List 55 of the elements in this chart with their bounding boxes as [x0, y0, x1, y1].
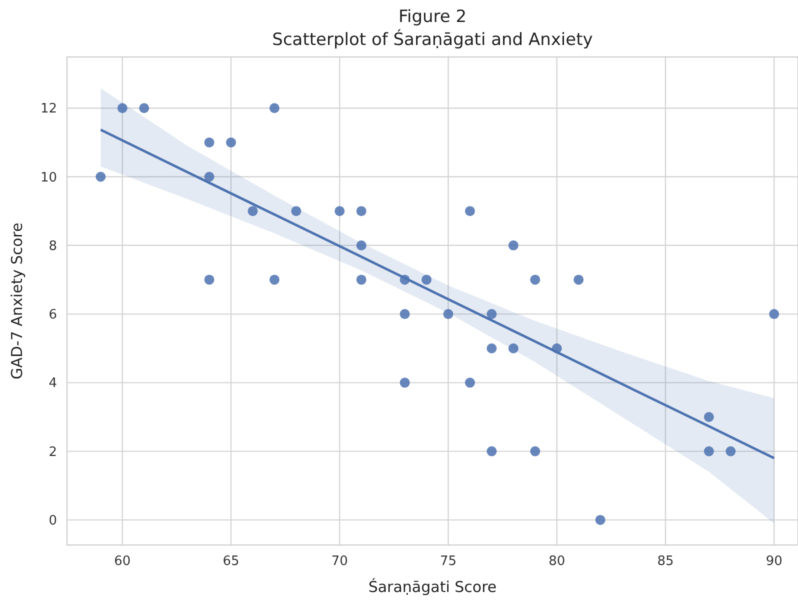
point: [574, 274, 584, 285]
point: [248, 206, 258, 216]
point: [291, 206, 302, 216]
x-tick-label: 90: [766, 554, 782, 569]
point: [96, 172, 106, 182]
point: [334, 206, 345, 216]
x-tick-label: 70: [331, 554, 348, 569]
chart-title: Figure 2: [398, 7, 467, 27]
point: [704, 412, 714, 422]
point: [464, 206, 475, 216]
point: [269, 103, 280, 114]
y-tick-label: 0: [48, 513, 57, 528]
point: [769, 309, 780, 320]
point: [400, 309, 410, 320]
y-tick-label: 2: [48, 444, 57, 460]
point: [595, 514, 606, 525]
y-tick-label: 6: [48, 308, 57, 323]
point: [486, 343, 497, 354]
point: [226, 137, 236, 148]
point: [530, 274, 540, 285]
chart-subtitle: Scatterplot of Śaraṇāgati and Anxiety: [272, 29, 593, 50]
y-tick-label: 10: [40, 170, 57, 186]
point: [356, 274, 366, 285]
point: [204, 137, 214, 148]
point: [139, 103, 150, 114]
point: [530, 446, 540, 456]
point: [400, 378, 410, 388]
point: [508, 343, 518, 354]
point: [204, 172, 214, 182]
point: [117, 103, 128, 114]
x-tick-label: 65: [222, 554, 240, 569]
x-tick-label: 75: [440, 554, 457, 569]
line-series: [99, 128, 776, 460]
point: [400, 274, 410, 285]
x-axis-title: Śaraṇāgati Score: [368, 578, 497, 596]
point: [356, 240, 366, 250]
point: [704, 446, 714, 456]
x-tick-label: 85: [657, 554, 674, 569]
y-tick-label: 12: [40, 102, 57, 117]
point: [486, 446, 497, 456]
point: [422, 274, 432, 285]
point: [204, 274, 214, 285]
point: [443, 309, 454, 320]
point: [552, 343, 562, 354]
point: [356, 206, 366, 216]
point: [464, 378, 475, 388]
y-tick-label: 4: [48, 376, 57, 392]
y-tick-label: 8: [48, 238, 57, 254]
point: [269, 274, 280, 285]
point: [726, 446, 736, 456]
x-tick-label: 80: [548, 554, 566, 569]
x-tick-label: 60: [114, 554, 131, 569]
point: [486, 309, 497, 320]
point: [508, 240, 518, 250]
y-axis-title: GAD-7 Anxiety Score: [8, 222, 26, 380]
